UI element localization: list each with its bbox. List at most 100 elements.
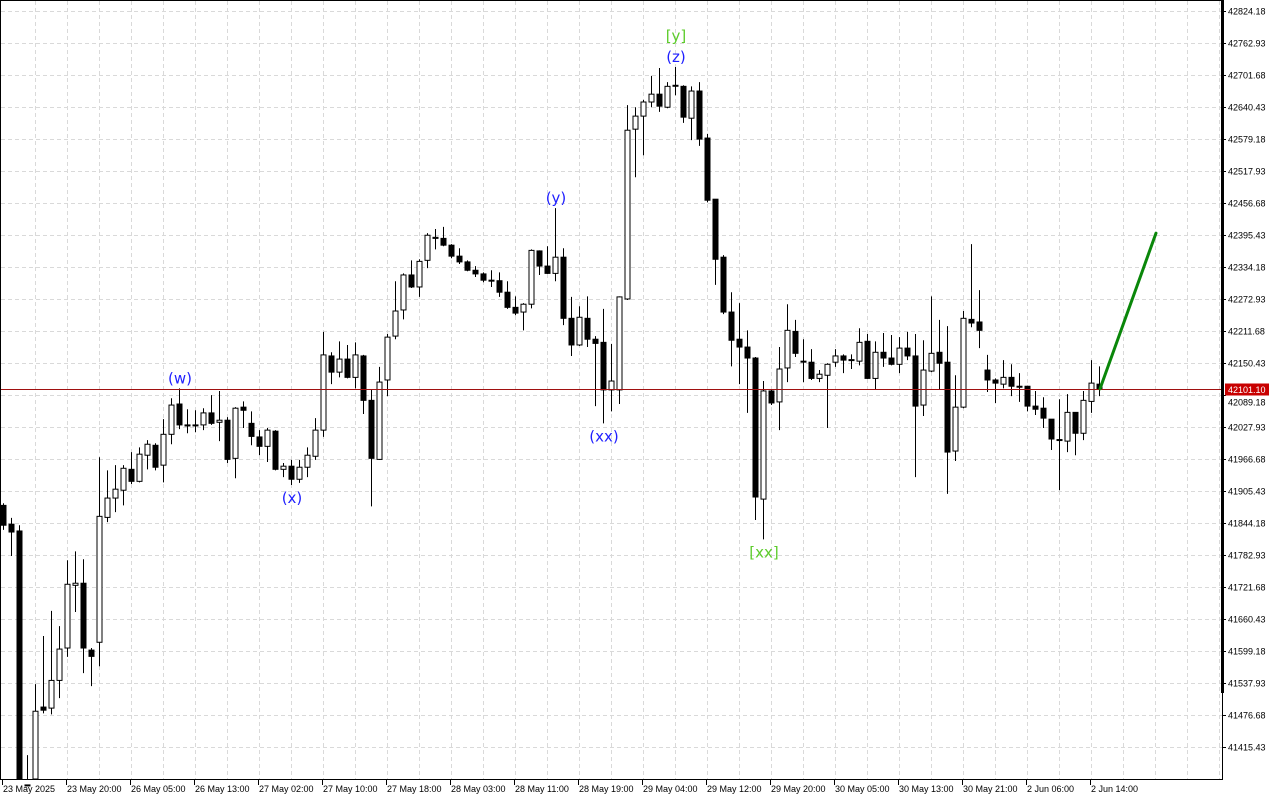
candle bbox=[392, 281, 399, 340]
y-tick-label: 42211.68 bbox=[1228, 327, 1265, 337]
y-tick-label: 42640.43 bbox=[1228, 103, 1266, 113]
candle bbox=[880, 332, 887, 367]
candle bbox=[280, 463, 287, 478]
candle-body-bear bbox=[488, 279, 495, 282]
y-tick-label: 41721.68 bbox=[1228, 583, 1266, 593]
current-price-value: 42101.10 bbox=[1228, 385, 1266, 395]
candle bbox=[136, 447, 143, 483]
candle-body-bear bbox=[480, 273, 487, 281]
candle bbox=[16, 525, 23, 780]
candle-body-bull bbox=[336, 358, 343, 373]
candle-body-bear bbox=[864, 340, 871, 379]
candle-body-bull bbox=[120, 467, 127, 491]
candle bbox=[664, 82, 671, 109]
candle bbox=[472, 266, 479, 278]
candle-body-bull bbox=[200, 412, 207, 426]
candle bbox=[824, 363, 831, 429]
candle bbox=[56, 626, 63, 699]
y-tick-label: 41415.43 bbox=[1228, 743, 1266, 753]
x-tick-label: 2 Jun 06:00 bbox=[1027, 784, 1074, 794]
candle-body-bear bbox=[600, 341, 607, 391]
wave-label: (x) bbox=[282, 489, 303, 507]
wave-label: (z) bbox=[666, 48, 686, 66]
candle-body-bull bbox=[872, 351, 879, 379]
candle-body-bull bbox=[64, 583, 71, 649]
candle-body-bear bbox=[208, 412, 215, 424]
candle-body-bull bbox=[616, 296, 623, 391]
candle bbox=[992, 378, 999, 403]
candle-body-bull bbox=[432, 236, 439, 239]
candle bbox=[1056, 399, 1063, 491]
candle-body-bear bbox=[728, 311, 735, 341]
candle-body-bull bbox=[1056, 439, 1063, 442]
candle bbox=[544, 246, 551, 274]
candle bbox=[400, 273, 407, 320]
candle-body-bull bbox=[1064, 411, 1071, 442]
candle bbox=[312, 418, 319, 460]
y-tick-label: 41782.93 bbox=[1228, 551, 1266, 561]
candle bbox=[320, 331, 327, 437]
candle bbox=[912, 333, 919, 478]
current-price-tag-bg bbox=[1225, 383, 1269, 396]
candle-body-bull bbox=[784, 329, 791, 369]
axis-scroll-bar[interactable] bbox=[1221, 0, 1224, 693]
candle bbox=[120, 465, 127, 506]
candle bbox=[408, 260, 415, 289]
candle bbox=[1072, 411, 1079, 456]
candle bbox=[88, 648, 95, 687]
candle-body-bear bbox=[536, 250, 543, 267]
candle bbox=[552, 208, 559, 282]
candle bbox=[1040, 397, 1047, 429]
candle bbox=[376, 366, 383, 460]
candle bbox=[600, 308, 607, 424]
candle bbox=[952, 375, 959, 461]
x-tick-label: 27 May 10:00 bbox=[323, 784, 378, 794]
candle bbox=[336, 341, 343, 378]
candle-body-bear bbox=[1072, 411, 1079, 434]
y-tick-label: 42762.93 bbox=[1228, 39, 1266, 49]
y-tick-label: 42456.68 bbox=[1228, 199, 1266, 209]
candle-body-bull bbox=[72, 582, 79, 586]
wave-label: (w) bbox=[168, 369, 192, 387]
candle bbox=[32, 684, 39, 780]
candle-body-bull bbox=[384, 336, 391, 381]
candle-body-bull bbox=[632, 115, 639, 130]
candles bbox=[0, 67, 1103, 787]
candle-body-bull bbox=[760, 390, 767, 500]
candle-body-bear bbox=[152, 444, 159, 468]
candle bbox=[368, 389, 375, 507]
candle-body-bear bbox=[344, 358, 351, 378]
candle-body-bear bbox=[88, 649, 95, 657]
candle-body-bear bbox=[496, 280, 503, 293]
candle bbox=[640, 99, 647, 156]
candle-body-bull bbox=[816, 373, 823, 379]
candle-body-bear bbox=[800, 360, 807, 363]
candle-body-bear bbox=[680, 85, 687, 118]
candle-body-bear bbox=[888, 357, 895, 365]
candle-body-bear bbox=[248, 422, 255, 437]
x-tick-label: 2 Jun 14:00 bbox=[1091, 784, 1138, 794]
y-tick-label: 42089.18 bbox=[1228, 398, 1266, 408]
candle-body-bull bbox=[648, 93, 655, 103]
candle-body-bear bbox=[752, 357, 759, 498]
x-tick-label: 27 May 02:00 bbox=[259, 784, 314, 794]
candle bbox=[216, 390, 223, 442]
candle-body-bull bbox=[216, 419, 223, 423]
candle-body-bull bbox=[136, 453, 143, 482]
candle-body-bear bbox=[792, 330, 799, 354]
candle bbox=[960, 311, 967, 409]
candle-body-bear bbox=[904, 347, 911, 357]
candle bbox=[104, 470, 111, 523]
candle bbox=[944, 326, 951, 494]
candle bbox=[8, 517, 15, 557]
candle-body-bear bbox=[656, 93, 663, 107]
candle-body-bull bbox=[624, 129, 631, 300]
candle-body-bear bbox=[224, 419, 231, 460]
candle-body-bull bbox=[304, 454, 311, 468]
candle bbox=[624, 105, 631, 301]
x-tick-label: 23 May 20:00 bbox=[67, 784, 122, 794]
candle-body-bear bbox=[736, 338, 743, 348]
candle bbox=[632, 107, 639, 178]
candle bbox=[840, 354, 847, 374]
candle-body-bull bbox=[392, 310, 399, 337]
